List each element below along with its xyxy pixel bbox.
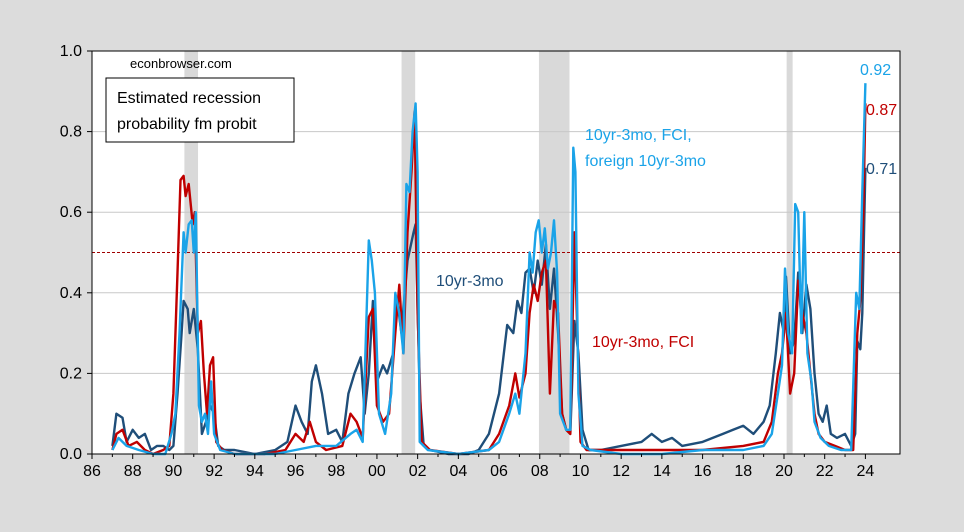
recession-band-1 (184, 51, 199, 454)
y-tick-label: 0.6 (60, 204, 82, 221)
x-tick-label: 06 (490, 463, 508, 480)
x-tick-label: 94 (246, 463, 264, 480)
y-tick-label: 0.0 (60, 446, 82, 463)
x-tick-label: 02 (409, 463, 427, 480)
annotation-fci-foreign-line-1: 10yr-3mo, FCI, (585, 127, 692, 144)
series-line-fci-foreign (111, 83, 867, 456)
x-tick-label: 20 (775, 463, 793, 480)
title-box-line-2: probability fm probit (117, 116, 257, 133)
plot-frame (91, 50, 901, 455)
x-tick-label: 88 (124, 463, 142, 480)
y-tick-label: 0.4 (60, 285, 82, 302)
x-tick-label: 10 (572, 463, 590, 480)
x-tick-label: 22 (816, 463, 834, 480)
x-tick-label: 96 (287, 463, 305, 480)
x-tick-label: 18 (734, 463, 752, 480)
title-box-line-1: Estimated recession (117, 90, 261, 107)
end-label-fci: 0.87 (866, 102, 897, 119)
x-tick-label: 24 (857, 463, 875, 480)
x-tick-label: 86 (83, 463, 101, 480)
end-label-fci-foreign: 0.92 (860, 62, 891, 79)
x-tick-label: 98 (327, 463, 345, 480)
annotation-fci: 10yr-3mo, FCI (592, 334, 694, 351)
x-tick-label: 16 (694, 463, 712, 480)
title-box: Estimated recession probability fm probi… (105, 77, 295, 143)
x-tick-label: 04 (449, 463, 467, 480)
y-tick-label: 0.8 (60, 124, 82, 141)
x-tick-label: 92 (205, 463, 223, 480)
series-lines (111, 83, 867, 456)
x-axis: 86 88 90 92 94 96 98 00 02 04 06 08 10 12 14 16 18 20 22 24 (83, 454, 874, 480)
y-tick-label: 0.2 (60, 365, 82, 382)
source-note: econbrowser.com (130, 56, 232, 71)
annotation-10yr3mo: 10yr-3mo (436, 273, 504, 290)
y-tick-label: 1.0 (60, 43, 82, 60)
end-label-10yr3mo: 0.71 (866, 161, 897, 178)
x-tick-label: 00 (368, 463, 386, 480)
annotation-fci-foreign-line-2: foreign 10yr-3mo (585, 153, 706, 170)
x-tick-label: 14 (653, 463, 671, 480)
x-tick-label: 12 (612, 463, 630, 480)
y-axis: 0.0 0.2 0.4 0.6 0.8 1.0 (60, 43, 92, 463)
x-tick-label: 08 (531, 463, 549, 480)
x-tick-label: 90 (165, 463, 183, 480)
